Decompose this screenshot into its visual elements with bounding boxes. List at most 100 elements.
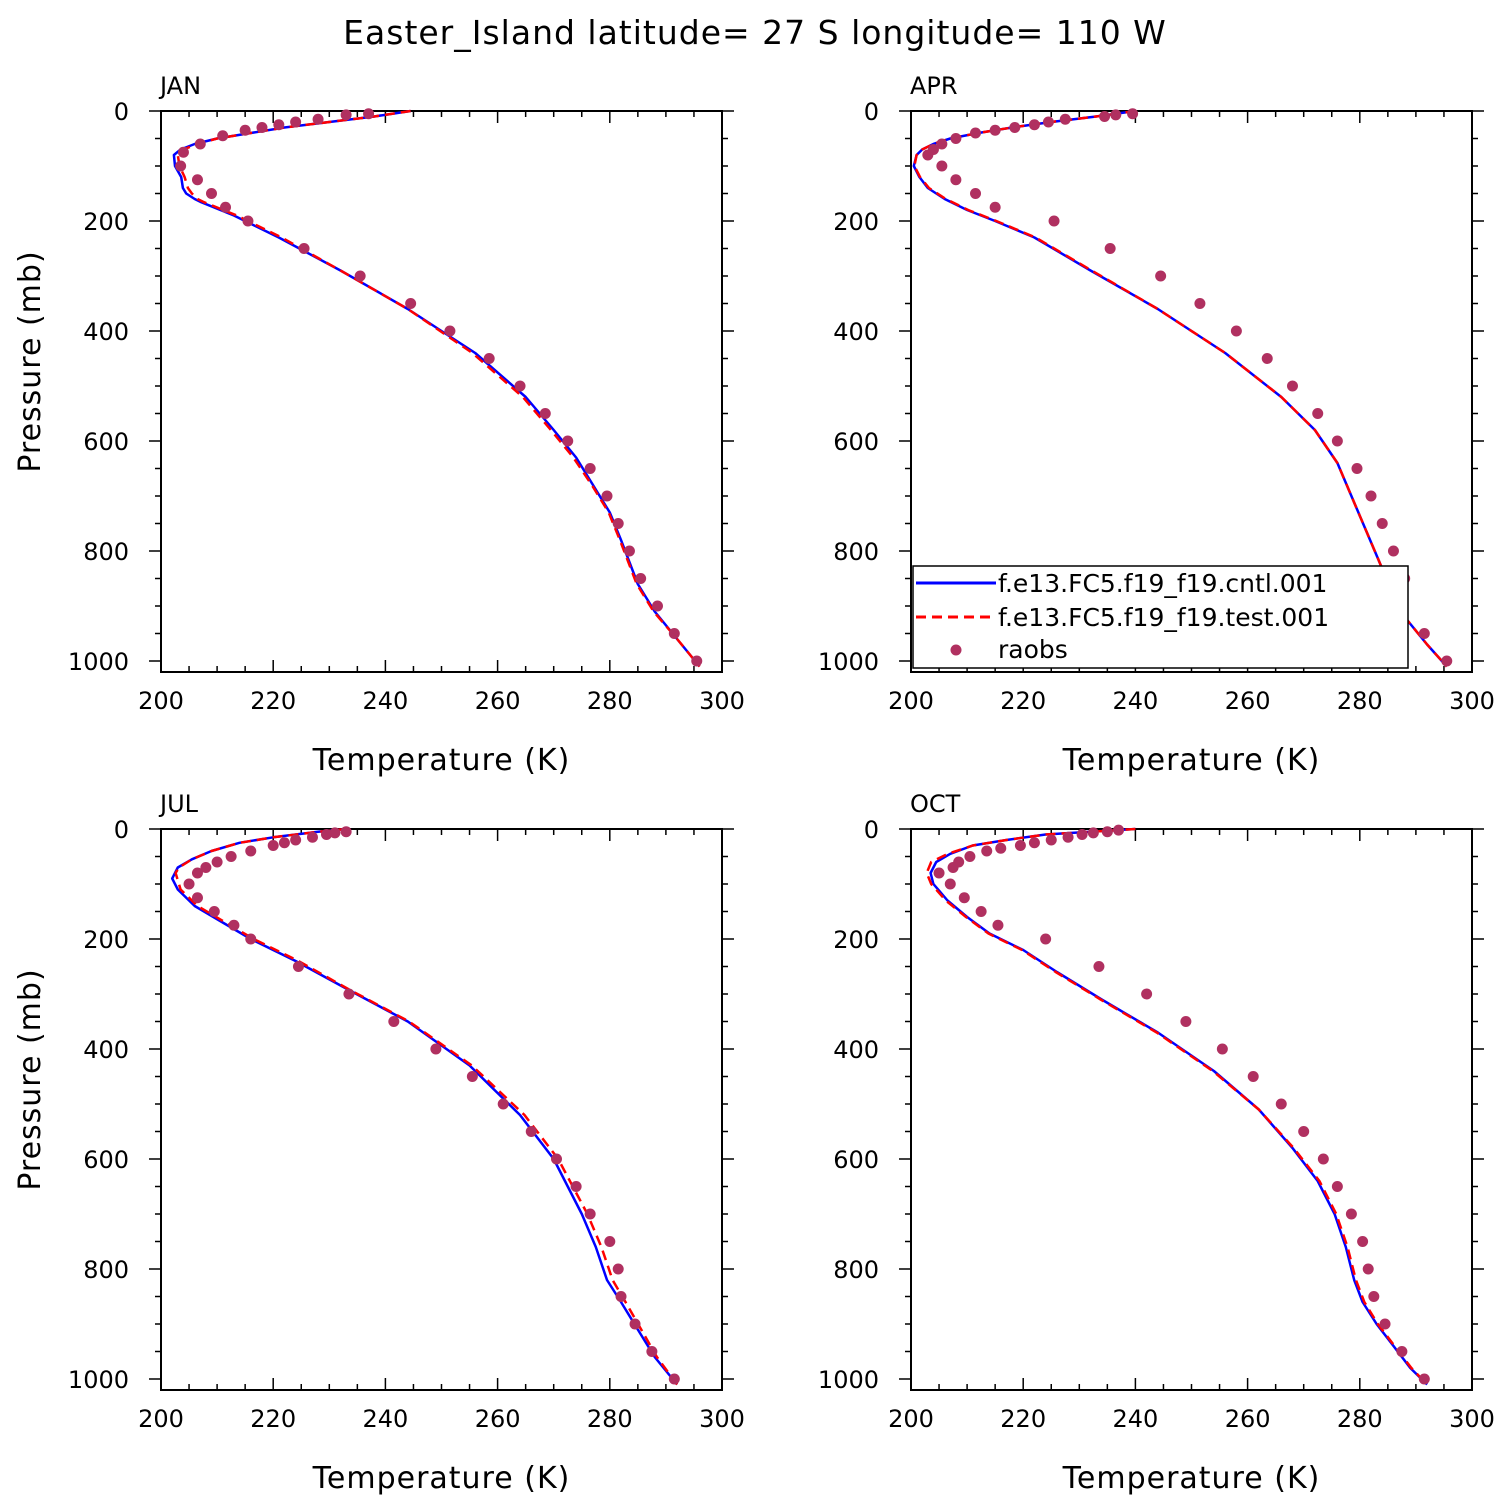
raobs-point-oct [981, 845, 993, 857]
raobs-point-jul [668, 1373, 680, 1385]
raobs-point-oct [1180, 1016, 1192, 1027]
raobs-point-jan [290, 116, 302, 128]
panel-title-jan: JAN [158, 72, 201, 100]
raobs-point-oct [1298, 1126, 1310, 1137]
x-tick-label-jul: 220 [250, 1405, 296, 1433]
y-tick-label-jul: 800 [83, 1256, 129, 1284]
raobs-point-jan [273, 119, 285, 131]
series-line-cntl-jul [170, 827, 679, 1386]
x-tick-label-apr: 200 [888, 687, 934, 715]
legend-label-cntl: f.e13.FC5.f19_f19.cntl.001 [998, 569, 1327, 598]
panel-title-jul: JUL [158, 790, 199, 818]
y-tick-label-apr: 800 [833, 538, 879, 566]
x-axis-label-apr: Temperature (K) [1062, 743, 1321, 778]
raobs-point-jan [242, 215, 254, 227]
x-tick-label-apr: 300 [1449, 687, 1495, 715]
y-tick-label-jan: 200 [83, 208, 129, 236]
series-line-cntl-oct [929, 827, 1428, 1386]
raobs-point-oct [1076, 829, 1088, 840]
raobs-point-oct [1101, 826, 1113, 838]
raobs-point-jan [177, 146, 189, 158]
raobs-point-apr [1441, 655, 1453, 667]
raobs-point-jan [562, 435, 574, 447]
x-tick-label-jan: 220 [250, 687, 296, 715]
raobs-point-oct [1357, 1236, 1369, 1247]
raobs-point-jan [668, 628, 680, 639]
raobs-point-jul [388, 1016, 400, 1027]
raobs-point-apr [1312, 408, 1324, 419]
x-tick-label-apr: 220 [1000, 687, 1046, 715]
x-axis-label-jul: Temperature (K) [312, 1461, 571, 1496]
x-tick-label-apr: 240 [1112, 687, 1158, 715]
raobs-point-oct [1345, 1208, 1357, 1220]
x-tick-label-apr: 280 [1337, 687, 1383, 715]
x-tick-label-oct: 300 [1449, 1405, 1495, 1433]
panel-apr: APR 200 220 240 260 280 300 0 200 400 600 800 1000 Te… [818, 72, 1495, 778]
x-tick-label-jan: 300 [699, 687, 745, 715]
raobs-point-jan [220, 201, 232, 213]
raobs-point-jul [183, 878, 195, 890]
x-tick-label-jul: 200 [138, 1405, 184, 1433]
legend-label-raobs: raobs [998, 635, 1068, 664]
raobs-point-jan [239, 124, 251, 136]
raobs-point-jul [604, 1236, 616, 1247]
raobs-point-oct [1014, 840, 1026, 851]
y-tick-label-oct: 800 [833, 1256, 879, 1284]
raobs-point-jan [444, 325, 456, 337]
x-tick-label-jan: 200 [138, 687, 184, 715]
raobs-point-oct [1087, 827, 1099, 839]
raobs-point-jan [651, 600, 663, 612]
x-tick-label-jul: 300 [699, 1405, 745, 1433]
raobs-point-apr [989, 124, 1001, 136]
raobs-point-jul [245, 845, 257, 857]
raobs-point-jul [430, 1043, 442, 1055]
panel-title-apr: APR [910, 72, 958, 100]
plot-frame-jul [160, 828, 723, 1391]
y-tick-label-apr: 0 [864, 98, 879, 126]
y-tick-label-apr: 1000 [818, 648, 879, 676]
y-tick-label-apr: 400 [833, 318, 879, 346]
raobs-point-jul [584, 1208, 596, 1220]
raobs-point-oct [933, 867, 945, 879]
raobs-point-jul [551, 1153, 563, 1165]
raobs-point-jan [405, 298, 417, 309]
raobs-point-oct [1396, 1346, 1408, 1357]
plot-frame-jan [160, 110, 723, 673]
x-tick-label-oct: 280 [1337, 1405, 1383, 1433]
y-tick-label-jul: 1000 [68, 1366, 129, 1394]
raobs-point-jul [570, 1181, 582, 1192]
raobs-point-jul [208, 906, 220, 917]
raobs-point-jul [191, 892, 203, 904]
raobs-point-jul [525, 1126, 537, 1137]
y-tick-label-apr: 600 [833, 428, 879, 456]
raobs-point-jan [298, 243, 310, 254]
raobs-point-jan [340, 109, 352, 121]
raobs-point-oct [1379, 1318, 1391, 1330]
y-axis-label-jan: Pressure (mb) [13, 250, 48, 472]
raobs-point-jul [343, 988, 355, 1000]
legend-label-test: f.e13.FC5.f19_f19.test.001 [998, 603, 1329, 632]
series-line-cntl-jan [172, 109, 701, 668]
raobs-point-jan [191, 174, 203, 186]
raobs-point-oct [1418, 1373, 1430, 1385]
raobs-point-apr [1059, 113, 1071, 125]
raobs-point-apr [1099, 111, 1111, 122]
raobs-point-jan [217, 130, 229, 142]
panel-title-oct: OCT [910, 790, 961, 818]
raobs-point-apr [1376, 518, 1388, 529]
raobs-point-apr [989, 201, 1001, 213]
raobs-point-jan [635, 573, 647, 584]
raobs-point-jul [191, 867, 203, 879]
raobs-point-oct [1317, 1153, 1329, 1165]
series-line-test-jul [174, 827, 679, 1386]
raobs-point-oct [975, 906, 987, 917]
raobs-point-oct [964, 851, 976, 862]
x-tick-label-oct: 200 [888, 1405, 934, 1433]
raobs-point-jan [483, 353, 495, 364]
raobs-point-apr [1331, 435, 1343, 447]
raobs-point-oct [1141, 988, 1153, 1000]
raobs-point-jan [175, 160, 187, 172]
panel-jul: JUL 200 220 240 260 280 300 0 200 400 600 800 1000 Te… [13, 790, 745, 1496]
panel-jan: JAN 200 220 240 260 280 300 0 200 400 600 800 1000 Te… [13, 72, 745, 778]
panels: JAN 200 220 240 260 280 300 0 200 400 600 800 1000 Te… [13, 72, 1495, 1496]
